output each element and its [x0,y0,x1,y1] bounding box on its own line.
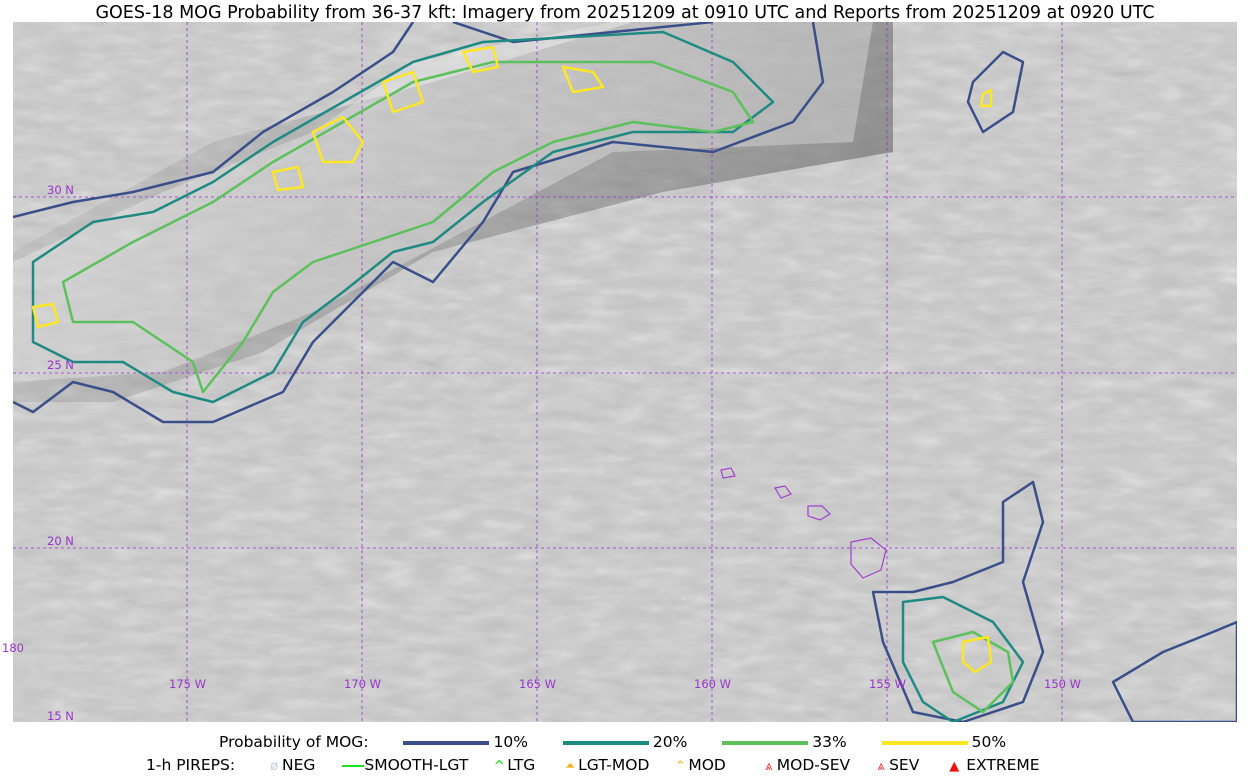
swatch-20 [562,740,649,745]
line-icon [342,764,365,767]
neg-icon: ø [270,759,279,774]
pirep-mod: MOD [688,756,726,774]
swatch-50 [881,740,968,745]
double-caret-icon: ⩓ [877,759,885,774]
legend-50: 50% [971,733,1007,751]
lat-label-15n: 15 N [47,709,74,722]
lon-label-155w: 155 W [869,677,906,691]
legend-20: 20% [652,733,688,751]
pireps-legend-title: 1-h PIREPS: [146,756,236,774]
chart-title: GOES-18 MOG Probability from 36-37 kft: … [95,3,1155,23]
triangle-line-icon: ⏶ [564,759,576,774]
filled-triangle-icon: ▲ [949,759,960,774]
coastline-maui [807,505,831,521]
gridlines [13,22,1237,722]
lon-label-175w: 175 W [169,677,206,691]
pirep-extreme: EXTREME [966,756,1040,774]
lat-label-20n: 20 N [47,534,74,548]
coastline-kauai [720,467,736,479]
pirep-neg: NEG [282,756,316,774]
hawaii-coastlines [720,467,887,579]
legend-10: 10% [493,733,528,751]
caret-icon: ^ [493,759,505,774]
probability-legend-title: Probability of MOG: [219,733,369,751]
contour-10-se [1111,620,1237,722]
double-caret-icon: ⩓ [765,759,773,774]
lon-label-180: 180 [2,641,24,655]
swatch-33 [722,740,809,745]
satellite-map: 30 N 25 N 20 N 15 N 175 W 170 W 165 W 16… [13,22,1237,722]
cloud-band [13,22,893,402]
pirep-ltg: LTG [507,756,536,774]
coastline-big-island [850,537,887,579]
coastline-oahu [774,485,792,499]
contour-33-hawaii [931,630,1015,714]
probability-legend: Probability of MOG: 10% 20% 33% 50% [219,733,1006,751]
caret-line-icon: ⌃ [674,759,686,774]
contour-10-ne [966,50,1025,134]
lat-label-30n: 30 N [47,183,74,197]
lat-label-25n: 25 N [47,358,74,372]
contour-20-north [31,30,775,404]
pireps-legend: 1-h PIREPS: ø NEG SMOOTH-LGT ^ LTG ⏶ LGT-MO… [146,756,1040,774]
pirep-smooth-lgt: SMOOTH-LGT [364,756,469,774]
pirep-mod-sev: MOD-SEV [776,756,851,774]
lon-label-170w: 170 W [344,677,381,691]
contour-50 [31,45,993,674]
map-svg [13,22,1237,722]
lon-label-160w: 160 W [694,677,731,691]
contour-10-hawaii [871,480,1045,722]
mog-contours [13,22,1237,722]
contour-20-hawaii [901,595,1025,722]
lon-label-150w: 150 W [1044,677,1081,691]
lon-label-165w: 165 W [519,677,556,691]
legend-33: 33% [812,733,847,751]
contour-33-north [61,60,755,394]
cloud-band-bright [13,22,873,382]
pirep-lgt-mod: LGT-MOD [578,756,650,774]
swatch-10 [403,740,490,745]
pirep-sev: SEV [889,756,920,774]
